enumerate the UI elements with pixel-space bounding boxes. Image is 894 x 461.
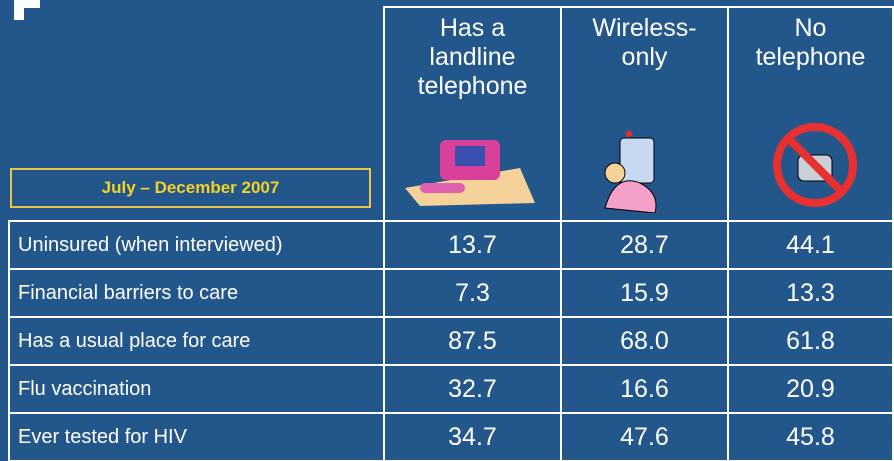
column-header: Has a landline telephone [383,6,562,222]
title-fragment [10,0,50,22]
row-label: Financial barriers to care [8,268,385,318]
row-label: Uninsured (when interviewed) [8,220,385,270]
value-cell: 7.3 [383,268,562,318]
value-cell: 16.6 [560,364,729,414]
column-header: Wireless- only [560,6,729,222]
value-cell: 61.8 [727,316,894,366]
value-cell: 28.7 [560,220,729,270]
row-label: Has a usual place for care [8,316,385,366]
value-cell: 87.5 [383,316,562,366]
value-cell: 13.3 [727,268,894,318]
value-cell: 45.8 [727,412,894,461]
value-cell: 13.7 [383,220,562,270]
value-cell: 15.9 [560,268,729,318]
value-cell: 68.0 [560,316,729,366]
value-cell: 32.7 [383,364,562,414]
value-cell: 34.7 [383,412,562,461]
row-label: Ever tested for HIV [8,412,385,461]
period-label: July – December 2007 [10,168,371,208]
row-label: Flu vaccination [8,364,385,414]
value-cell: 47.6 [560,412,729,461]
value-cell: 44.1 [727,220,894,270]
slide: July – December 2007 Has a landline tele… [0,0,894,461]
value-cell: 20.9 [727,364,894,414]
column-header: No telephone [727,6,894,222]
